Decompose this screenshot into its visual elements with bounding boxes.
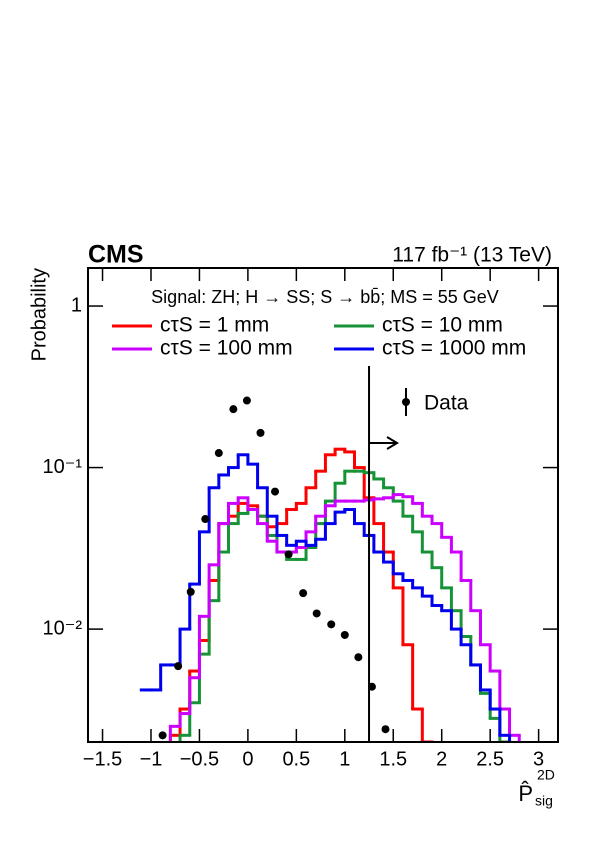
x-axis-label-sub: sig [535, 793, 553, 809]
x-tick-label: 1.5 [379, 748, 407, 770]
data-point [214, 449, 223, 458]
x-tick-label: −1.5 [83, 748, 122, 770]
data-point [242, 396, 251, 405]
data-point [229, 405, 238, 414]
chart-title: CMS [88, 241, 144, 269]
x-tick-label: 2 [436, 748, 447, 770]
data-point [284, 550, 293, 559]
legend-label: cτS = 100 mm [160, 337, 293, 360]
data-point [312, 609, 321, 618]
legend-label: cτS = 10 mm [382, 314, 503, 337]
x-tick-label: −1 [140, 748, 163, 770]
legend-data-marker [402, 398, 410, 406]
annotation: Signal: ZH; H → SS; S → bb̄; MS = 55 GeV [151, 287, 499, 307]
chart-subtitle: 117 fb⁻¹ (13 TeV) [392, 244, 552, 267]
x-tick-label: 0.5 [282, 748, 310, 770]
x-tick-label: 1 [339, 748, 350, 770]
x-tick-label: −0.5 [180, 748, 219, 770]
data-point [186, 587, 195, 596]
data-point [174, 662, 183, 671]
data-point [271, 487, 280, 496]
data-point [340, 630, 349, 639]
y-tick-label: 10⁻¹ [43, 456, 83, 478]
data-point [256, 428, 265, 437]
y-tick-label: 10⁻² [43, 617, 83, 639]
plot-area [139, 396, 521, 742]
overlay: −1.5 −1 −0.5 0 0.5 1 1.5 2 2.5 3 10⁻² 10⁻¹ 1 cτS = 1 … [43, 268, 558, 770]
x-tick-label: 2.5 [476, 748, 504, 770]
x-axis-label: P̂ [518, 781, 533, 806]
cut-arrow-head [386, 436, 399, 450]
x-axis-label-sup: 2D [537, 767, 555, 783]
data-point [201, 515, 210, 524]
y-axis-label: Probability [28, 268, 50, 361]
legend-label: cτS = 1 mm [160, 314, 269, 337]
frame [87, 267, 559, 743]
data-point [381, 725, 390, 734]
legend-label: cτS = 1000 mm [382, 337, 526, 360]
legend-label: Data [424, 392, 469, 415]
data-point [327, 620, 336, 629]
y-tick-label: 1 [71, 294, 82, 316]
x-tick-label: 3 [533, 748, 544, 770]
data-point [354, 653, 363, 662]
data-point [158, 731, 167, 740]
x-tick-label: 0 [242, 748, 253, 770]
data-point [299, 589, 308, 598]
